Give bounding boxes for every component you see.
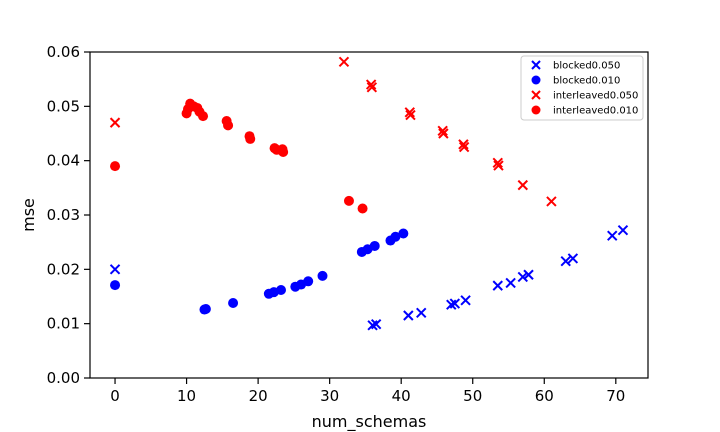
x-tick-label: 40 [392,387,411,405]
data-point [110,280,121,291]
legend-label: interleaved0.050 [553,91,638,102]
data-point [200,303,211,314]
x-tick-label: 10 [177,387,196,405]
data-point [523,269,534,280]
data-point [404,107,415,118]
series-interleaved0.010 [110,98,368,214]
data-point [403,310,414,321]
data-point [492,157,503,169]
data-point [110,161,121,172]
data-point [546,196,557,207]
data-point [357,203,368,214]
data-point [109,117,121,128]
y-axis: 0.00 0.01 0.02 0.03 0.04 0.05 0.06 [47,43,90,387]
y-tick-label: 0.01 [47,315,80,333]
data-points [109,56,629,331]
x-axis: 0 10 20 30 40 50 60 70 [110,378,625,405]
data-point [245,133,256,144]
legend-marker [531,90,541,100]
series-blocked0.050 [109,225,629,331]
data-point [223,120,234,131]
data-point [493,160,504,171]
legend-label: blocked0.050 [553,61,620,72]
data-point [492,280,503,291]
data-point [517,271,529,283]
data-point [567,253,579,264]
data-point [405,109,416,121]
legend-marker [531,75,541,85]
legend-label: blocked0.010 [553,76,620,87]
data-point [198,111,209,122]
x-tick-label: 50 [463,387,482,405]
legend-marker [531,105,541,115]
data-point [278,146,289,157]
x-tick-label: 0 [110,387,120,405]
data-point [276,284,287,295]
data-point [607,230,618,241]
x-axis-label: num_schemas [312,412,427,432]
data-point [458,139,469,150]
data-point [343,195,354,206]
y-tick-label: 0.04 [47,152,80,170]
data-point [338,56,350,67]
legend-marker [531,60,541,70]
data-point [369,240,380,251]
legend: blocked0.050 blocked0.010 interleaved0.050… [520,55,644,121]
data-point [317,270,328,281]
data-point [460,295,471,306]
x-tick-label: 70 [606,387,625,405]
y-tick-label: 0.02 [47,260,80,278]
x-tick-label: 60 [535,387,554,405]
data-point [390,231,401,242]
x-tick-label: 30 [320,387,339,405]
data-point [398,228,409,239]
data-point [228,298,239,309]
data-point [438,128,449,139]
y-tick-label: 0.06 [47,43,80,61]
data-point [449,298,461,309]
y-tick-label: 0.00 [47,369,80,387]
y-axis-label: mse [19,198,38,232]
data-point [437,125,448,136]
y-tick-label: 0.03 [47,206,80,224]
data-point [416,307,427,319]
data-point [303,276,314,287]
series-interleaved0.050 [109,56,557,207]
data-point [517,179,529,191]
data-point [560,255,571,267]
data-point [458,141,470,153]
data-point [366,82,378,93]
data-point [109,264,121,275]
legend-frame [520,55,644,121]
data-point [505,277,516,289]
data-point [617,225,629,236]
legend-label: interleaved0.010 [553,106,638,117]
data-point [365,79,377,90]
data-point [370,319,382,330]
y-tick-label: 0.05 [47,97,80,115]
series-blocked0.010 [110,228,409,315]
x-tick-label: 20 [249,387,268,405]
